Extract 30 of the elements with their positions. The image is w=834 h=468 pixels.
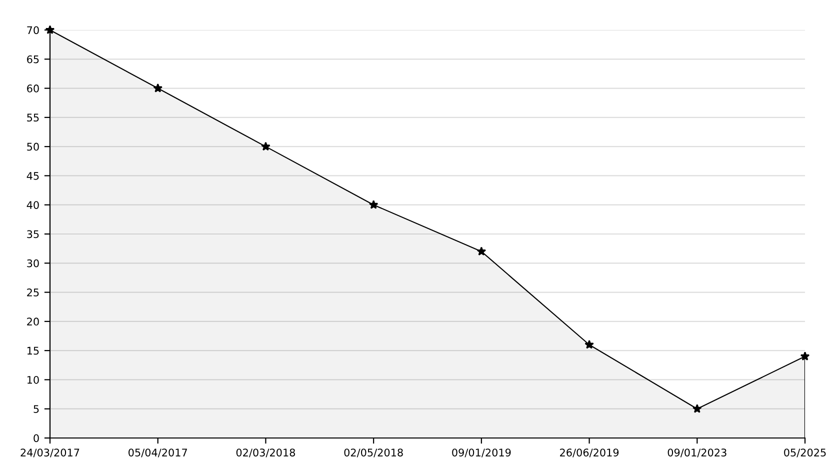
x-tick-label: 26/06/2019 [560,448,619,458]
y-tick-label: 55 [27,114,39,122]
y-tick-label: 35 [27,230,39,238]
y-tick-label: 25 [27,288,39,296]
point [692,404,702,413]
y-tick-label: 30 [27,259,39,268]
y-tick-label: 70 [27,26,39,34]
y-tick-label: 40 [26,201,39,209]
point [368,200,378,209]
point [261,142,270,151]
x-tick-label: 02/03/2018 [236,448,296,458]
y-tick-label: 20 [27,318,39,326]
x-tick-label: 05/2025 [784,448,826,458]
x-tick-label: 05/04/2017 [128,448,187,458]
y-tick-label: 45 [26,172,39,180]
point [800,352,810,360]
x-tick-label: 24/03/2017 [20,448,80,458]
y-tick-label: 60 [27,84,39,92]
point [153,83,163,92]
y-tick-label: 50 [27,142,39,151]
point [476,246,486,256]
y-tick-label: 10 [27,376,39,384]
x-tick-label: 02/05/2018 [344,448,403,458]
x-tick-label: 09/01/2019 [452,448,511,458]
x-tick-label: 09/01/2023 [668,448,726,458]
y-tick-label: 5 [34,405,39,413]
y-tick-label: 0 [34,434,39,442]
y-tick-label: 65 [27,55,39,64]
point [584,340,594,349]
y-tick-label: 15 [27,346,39,355]
